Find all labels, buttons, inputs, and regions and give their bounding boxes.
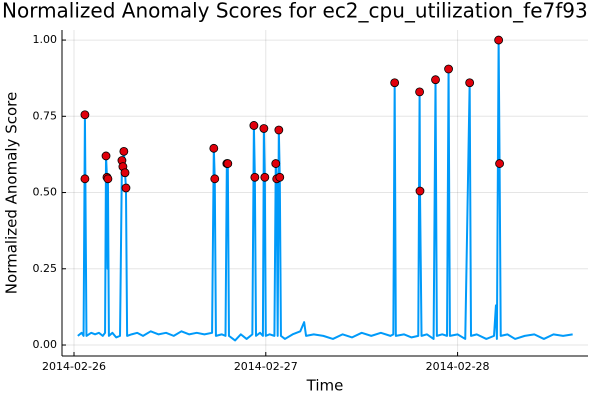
anomaly-point — [120, 168, 130, 178]
anomaly-point — [210, 174, 220, 184]
anomaly-point — [415, 87, 425, 97]
anomaly-point — [444, 64, 453, 74]
anomaly-point — [80, 110, 90, 120]
anomaly-point — [495, 159, 504, 168]
anomaly-point — [119, 146, 129, 156]
anomaly-point — [415, 186, 425, 196]
x-axis-label: Time — [306, 377, 344, 395]
anomaly-point — [275, 172, 285, 182]
anomaly-point — [260, 172, 270, 182]
anomaly-point — [271, 159, 281, 168]
x-tick-label: 2014-02-28 — [426, 360, 490, 373]
anomaly-point — [465, 78, 475, 88]
x-tick-label: 2014-02-26 — [42, 360, 106, 373]
anomaly-point — [274, 125, 284, 135]
anomaly-point — [80, 174, 90, 184]
anomaly-point — [121, 183, 131, 193]
anomaly-point — [431, 75, 440, 85]
anomaly-point — [249, 121, 259, 130]
data-line — [77, 39, 573, 342]
anomaly-point — [259, 124, 269, 133]
y-tick-label: 1.00 — [33, 33, 58, 46]
anomaly-point — [494, 35, 504, 45]
y-tick-label: 0.25 — [33, 262, 58, 275]
anomaly-point — [390, 78, 400, 88]
anomaly-point — [223, 159, 233, 168]
anomaly-point — [209, 143, 219, 153]
y-axis-label: Normalized Anomaly Score — [3, 92, 21, 294]
anomaly-point — [103, 174, 113, 184]
y-tick-label: 0.50 — [33, 186, 58, 199]
y-tick-label: 0.00 — [33, 338, 58, 351]
y-tick-label: 0.75 — [33, 109, 58, 122]
chart-title: Normalized Anomaly Scores for ec2_cpu_ut… — [2, 0, 588, 23]
x-tick-label: 2014-02-27 — [234, 360, 298, 373]
anomaly-point — [101, 151, 111, 161]
anomaly-point — [250, 172, 260, 182]
